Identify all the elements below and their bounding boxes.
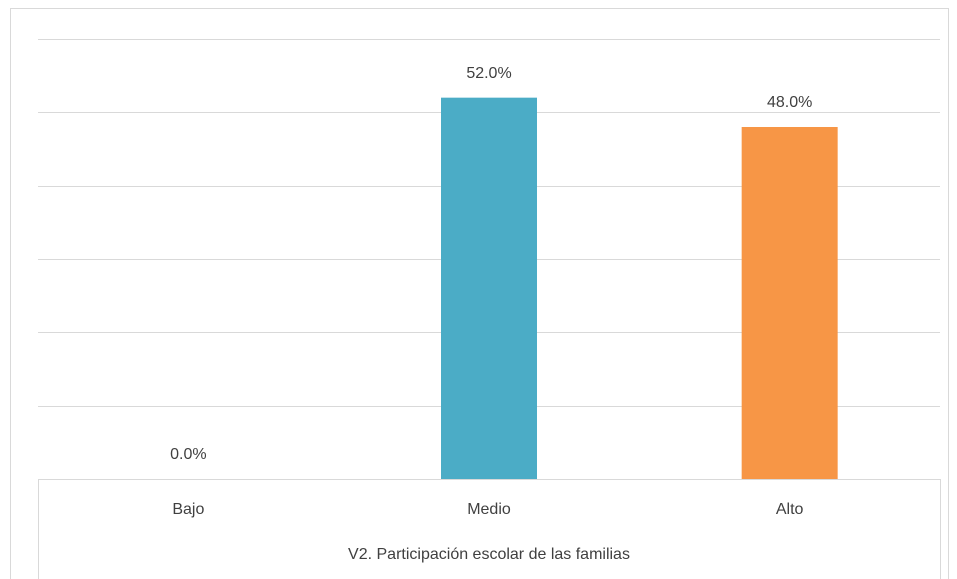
x-tick-label: Bajo (172, 501, 204, 518)
x-axis-title: V2. Participación escolar de las familia… (348, 546, 630, 563)
bar (741, 127, 838, 479)
x-tick-label: Alto (776, 501, 804, 518)
data-label: 48.0% (767, 94, 812, 111)
data-label: 52.0% (466, 65, 511, 82)
bar (441, 97, 537, 480)
data-label: 0.0% (170, 446, 206, 463)
x-tick-label: Medio (467, 501, 511, 518)
chart-border (10, 8, 949, 579)
